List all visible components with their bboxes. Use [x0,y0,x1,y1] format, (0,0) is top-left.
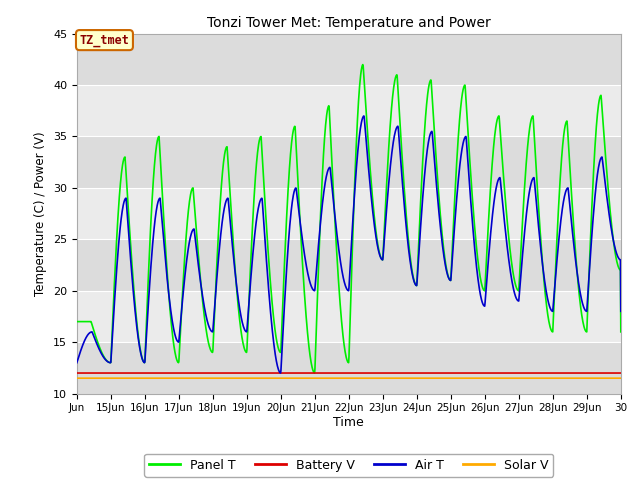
Y-axis label: Temperature (C) / Power (V): Temperature (C) / Power (V) [35,132,47,296]
Bar [77,85,621,136]
Bar [77,291,621,342]
Bar [77,188,621,240]
X-axis label: Time: Time [333,416,364,429]
Bar [77,34,621,85]
Title: Tonzi Tower Met: Temperature and Power: Tonzi Tower Met: Temperature and Power [207,16,491,30]
Bar [77,240,621,291]
Bar [77,342,621,394]
Bar [77,136,621,188]
Legend: Panel T, Battery V, Air T, Solar V: Panel T, Battery V, Air T, Solar V [144,454,554,477]
Text: TZ_tmet: TZ_tmet [79,34,129,47]
